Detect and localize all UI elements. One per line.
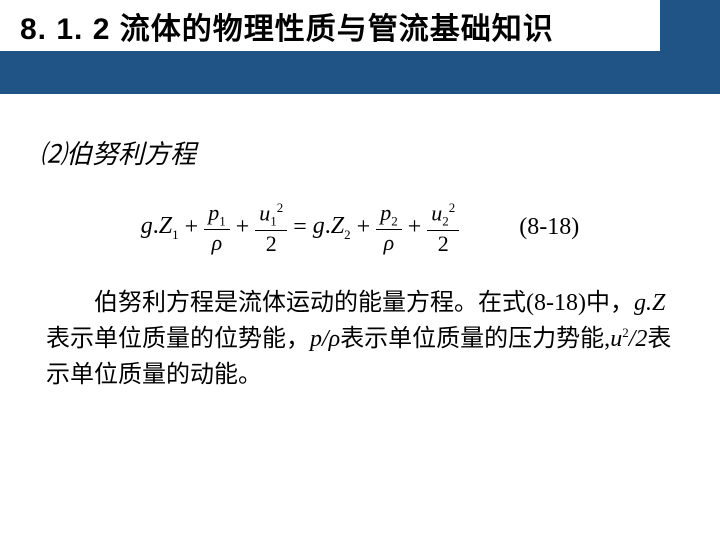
para-t1: g.Z bbox=[634, 290, 665, 316]
subheading-number: ⑵ bbox=[40, 140, 66, 169]
para-s3: 表示单位质量的压力势能, bbox=[340, 326, 610, 352]
para-t3: u2/2 bbox=[610, 326, 647, 352]
section-title-text: 流体的物理性质与管流基础知识 bbox=[120, 13, 554, 46]
plus-icon: + bbox=[408, 214, 422, 241]
para-t2: p/ρ bbox=[310, 326, 340, 352]
equation-row: g.Z1 + p1 ρ + u12 2 = g.Z2 + p2 ρ + bbox=[40, 201, 680, 255]
bernoulli-equation: g.Z1 + p1 ρ + u12 2 = g.Z2 + p2 ρ + bbox=[141, 201, 459, 255]
lhs-term3: u12 2 bbox=[255, 201, 287, 255]
explanation-paragraph: 伯努利方程是流体运动的能量方程。在式(8-18)中，g.Z 表示单位质量的位势能，… bbox=[40, 285, 680, 393]
rhs-term2: p2 ρ bbox=[376, 202, 402, 254]
lhs-term2: p1 ρ bbox=[204, 202, 230, 254]
subheading-text: 伯努利方程 bbox=[66, 140, 196, 169]
plus-icon: + bbox=[185, 214, 199, 241]
section-number: 8. 1. 2 bbox=[20, 13, 110, 46]
plus-icon: + bbox=[357, 214, 371, 241]
para-s1: 伯努利方程是流体运动的能量方程。在式(8-18)中， bbox=[94, 290, 634, 316]
equation-label: (8-18) bbox=[519, 214, 579, 241]
rhs-term3: u22 2 bbox=[427, 201, 459, 255]
plus-icon: + bbox=[236, 214, 250, 241]
header-band: 8. 1. 2 流体的物理性质与管流基础知识 bbox=[0, 0, 720, 94]
content: ⑵伯努利方程 g.Z1 + p1 ρ + u12 2 = g.Z2 + p2 bbox=[0, 94, 720, 393]
para-s2: 表示单位质量的位势能， bbox=[46, 326, 310, 352]
section-title: 8. 1. 2 流体的物理性质与管流基础知识 bbox=[20, 4, 554, 48]
title-box: 8. 1. 2 流体的物理性质与管流基础知识 bbox=[0, 0, 660, 54]
subheading: ⑵伯努利方程 bbox=[40, 134, 680, 171]
equals-icon: = bbox=[293, 214, 307, 241]
rhs-term1: g.Z2 bbox=[313, 213, 351, 243]
lhs-term1: g.Z1 bbox=[141, 213, 179, 243]
